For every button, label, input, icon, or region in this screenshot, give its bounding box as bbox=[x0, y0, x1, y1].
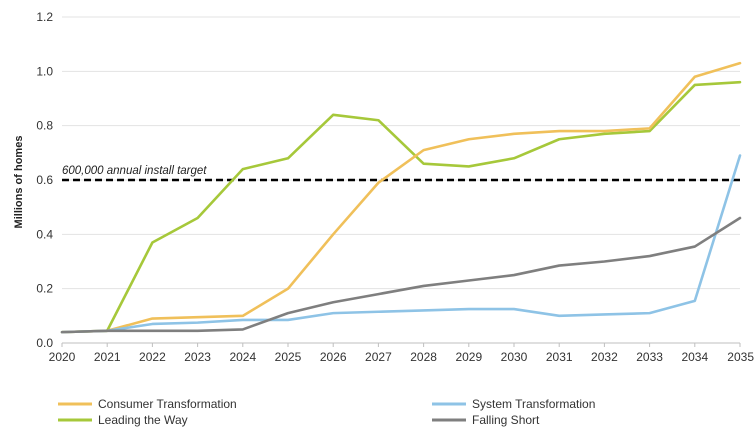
x-tick-label: 2030 bbox=[501, 350, 528, 364]
y-tick-label: 1.0 bbox=[36, 64, 53, 78]
x-tick-label: 2025 bbox=[275, 350, 302, 364]
y-tick-label: 0.6 bbox=[36, 173, 53, 187]
x-tick-label: 2034 bbox=[681, 350, 708, 364]
x-tick-label: 2021 bbox=[94, 350, 121, 364]
target-label: 600,000 annual install target bbox=[62, 165, 207, 177]
x-tick-label: 2024 bbox=[229, 350, 256, 364]
axis-layer: 0.0 0.2 0.4 0.6 0.8 1.0 1.2 2020 2021 2022 2023 202… bbox=[36, 10, 754, 364]
y-tick-label: 0.0 bbox=[36, 336, 53, 350]
annotation-layer: 600,000 annual install target bbox=[62, 165, 740, 182]
x-tick-label: 2023 bbox=[184, 350, 211, 364]
legend-item-falling-short: Falling Short bbox=[432, 413, 540, 427]
legend-item-leading-the-way: Leading the Way bbox=[58, 413, 188, 427]
x-tick-label: 2033 bbox=[636, 350, 663, 364]
legend-layer: Consumer Transformation Leading the Way Sy… bbox=[58, 397, 595, 427]
y-tick-label: 1.2 bbox=[36, 10, 53, 24]
series-line-consumer-transformation bbox=[60, 61, 742, 334]
legend-item-consumer-transformation: Consumer Transformation bbox=[58, 397, 237, 411]
y-tick-label: 0.8 bbox=[36, 119, 53, 133]
legend-label: System Transformation bbox=[472, 397, 595, 411]
series-line-system-transformation bbox=[60, 154, 742, 334]
legend-label: Consumer Transformation bbox=[98, 397, 237, 411]
legend-label: Falling Short bbox=[472, 413, 540, 427]
x-tick-label: 2028 bbox=[410, 350, 437, 364]
series-line-leading-the-way bbox=[60, 80, 742, 334]
y-axis-title: Millions of homes bbox=[13, 136, 25, 229]
x-tick-label: 2022 bbox=[139, 350, 166, 364]
x-tick-label: 2026 bbox=[320, 350, 347, 364]
x-tick-label: 2029 bbox=[455, 350, 482, 364]
x-tick-label: 2035 bbox=[727, 350, 754, 364]
x-tick-label: 2031 bbox=[546, 350, 573, 364]
y-tick-label: 0.4 bbox=[36, 227, 53, 241]
series-line-falling-short bbox=[60, 216, 742, 334]
legend-item-system-transformation: System Transformation bbox=[432, 397, 595, 411]
x-tick-label: 2027 bbox=[365, 350, 392, 364]
legend-label: Leading the Way bbox=[98, 413, 188, 427]
y-tick-label: 0.2 bbox=[36, 282, 53, 296]
series-layer bbox=[60, 61, 742, 334]
x-tick-label: 2020 bbox=[49, 350, 76, 364]
x-tick-label: 2032 bbox=[591, 350, 618, 364]
